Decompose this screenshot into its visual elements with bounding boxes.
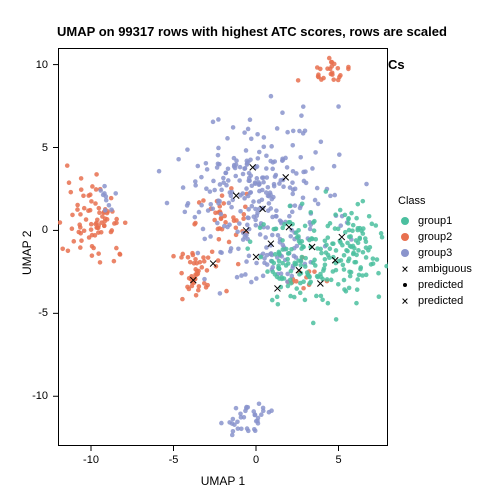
legend-item: × predicted — [398, 293, 472, 309]
y-axis-label: UMAP 2 — [20, 231, 34, 275]
legend-swatch — [398, 246, 412, 260]
y-tick-label: -10 — [32, 390, 48, 402]
legend-swatch — [398, 278, 412, 292]
y-tick-label: 10 — [36, 59, 48, 71]
legend: Class group1 group2 group3 × ambiguous predic… — [398, 195, 472, 309]
legend-swatch — [398, 230, 412, 244]
legend-label: group3 — [418, 247, 452, 259]
legend-label: ambiguous — [418, 263, 472, 275]
legend-label: group1 — [418, 215, 452, 227]
x-axis-label: UMAP 1 — [201, 474, 245, 488]
legend-swatch: × — [398, 262, 412, 276]
legend-item: predicted — [398, 277, 472, 293]
scatter-plot — [58, 48, 388, 446]
y-tick-label: 0 — [42, 224, 48, 236]
legend-item: group3 — [398, 245, 472, 261]
legend-item: group2 — [398, 229, 472, 245]
title-line-1: UMAP on 99317 rows with highest ATC scor… — [57, 24, 447, 39]
legend-label: group2 — [418, 231, 452, 243]
legend-label: predicted — [418, 295, 463, 307]
legend-item: × ambiguous — [398, 261, 472, 277]
x-tick-label: 0 — [253, 454, 259, 466]
x-tick-label: -10 — [83, 454, 99, 466]
y-tick-label: 5 — [42, 142, 48, 154]
legend-label: predicted — [418, 279, 463, 291]
x-tick-label: -5 — [169, 454, 179, 466]
legend-swatch: × — [398, 294, 412, 308]
legend-swatch — [398, 214, 412, 228]
y-tick-label: -5 — [38, 307, 48, 319]
legend-item: group1 — [398, 213, 472, 229]
x-tick-label: 5 — [335, 454, 341, 466]
legend-title: Class — [398, 195, 472, 207]
